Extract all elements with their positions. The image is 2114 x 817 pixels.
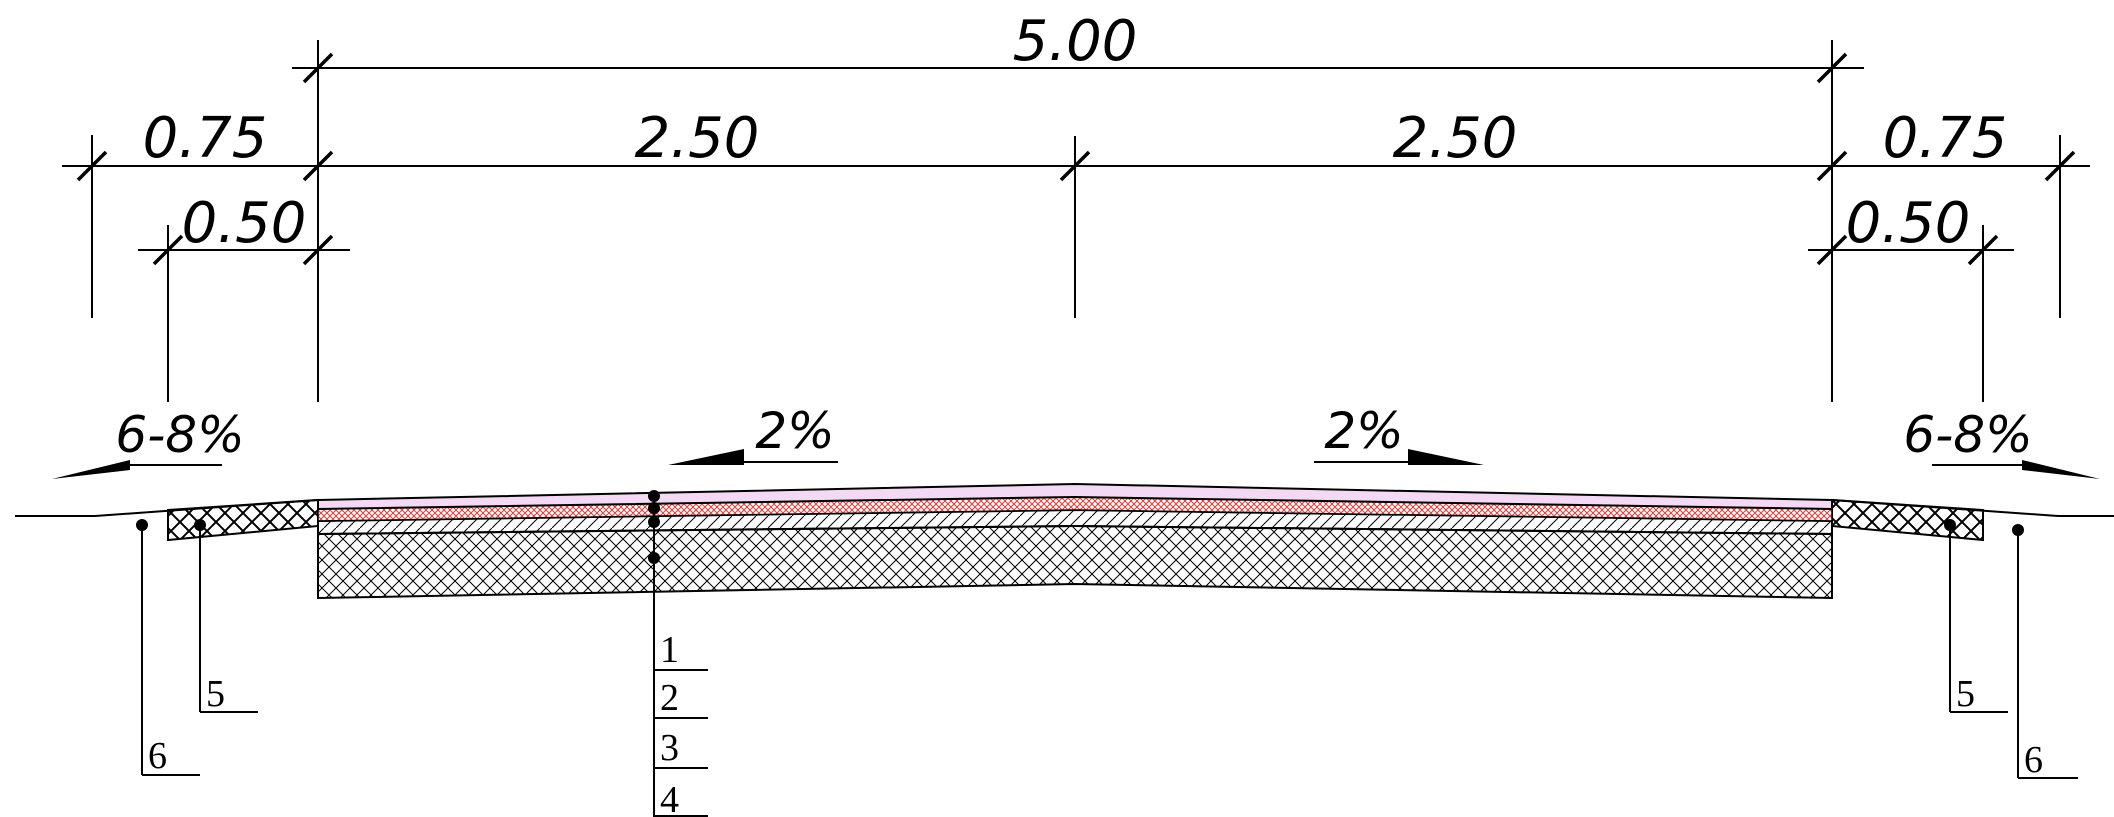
callout-label-right-5: 5 (1956, 673, 1975, 715)
slope-right-lane: 2% (1324, 402, 1403, 460)
side-callouts (136, 519, 2078, 779)
left-lane-arrow-head (668, 449, 744, 465)
slope-right-shoulder: 6-8% (1903, 406, 2032, 464)
callout-dot-3 (648, 516, 660, 528)
callout-label-1: 1 (660, 629, 679, 671)
callout-label-left-6: 6 (148, 735, 167, 777)
layer-4-base (317, 524, 1833, 600)
left-curb (167, 498, 319, 542)
callout-label-3: 3 (660, 727, 679, 769)
slope-left-lane: 2% (755, 402, 834, 460)
dim-left-lane: 2.50 (635, 106, 760, 171)
dim-right-lane: 2.50 (1393, 106, 1518, 171)
layer-callouts (648, 490, 708, 817)
right-shoulder-arrow-head (2022, 460, 2100, 479)
dim-total-width: 5.00 (1013, 9, 1138, 74)
right-lane-arrow-head (1408, 449, 1484, 465)
left-shoulder-arrow-head (52, 460, 130, 479)
callout-dot-2 (648, 502, 660, 514)
dim-right-outer: 0.75 (1883, 106, 2008, 171)
callout-dot-4 (648, 552, 660, 564)
dim-left-outer: 0.75 (143, 106, 268, 171)
dim-right-inner: 0.50 (1846, 191, 1971, 256)
callout-label-right-6: 6 (2024, 739, 2043, 781)
right-curb (1831, 498, 1984, 542)
callout-dot-1 (648, 490, 660, 502)
dim-left-inner: 0.50 (182, 191, 307, 256)
slope-arrows (52, 449, 2100, 479)
callout-label-left-5: 5 (206, 673, 225, 715)
callout-label-2: 2 (660, 677, 679, 719)
pavement-layers (317, 482, 1833, 600)
layer-1-surface (317, 482, 1833, 511)
dimension-lines (62, 40, 2090, 402)
slope-left-shoulder: 6-8% (115, 406, 244, 464)
callout-label-4: 4 (660, 779, 679, 817)
